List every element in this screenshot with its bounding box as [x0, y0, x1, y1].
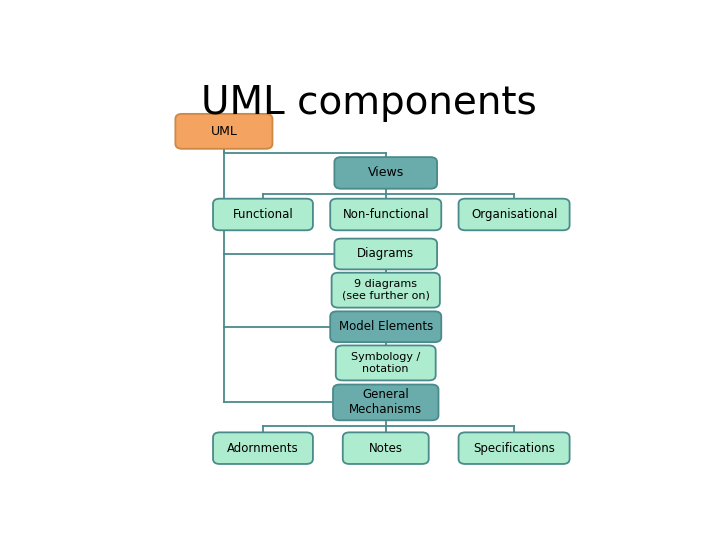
Text: UML components: UML components [201, 84, 537, 122]
FancyBboxPatch shape [336, 346, 436, 380]
FancyBboxPatch shape [333, 384, 438, 420]
Text: Non-functional: Non-functional [343, 208, 429, 221]
Text: Symbology /
notation: Symbology / notation [351, 352, 420, 374]
Text: 9 diagrams
(see further on): 9 diagrams (see further on) [342, 279, 430, 301]
Text: Specifications: Specifications [473, 442, 555, 455]
FancyBboxPatch shape [334, 239, 437, 269]
FancyBboxPatch shape [459, 199, 570, 230]
Text: Views: Views [368, 166, 404, 179]
Text: UML: UML [210, 125, 238, 138]
FancyBboxPatch shape [213, 199, 313, 230]
FancyBboxPatch shape [334, 157, 437, 188]
Text: General
Mechanisms: General Mechanisms [349, 388, 423, 416]
Text: Notes: Notes [369, 442, 402, 455]
Text: Functional: Functional [233, 208, 293, 221]
FancyBboxPatch shape [330, 199, 441, 230]
FancyBboxPatch shape [213, 433, 313, 464]
FancyBboxPatch shape [459, 433, 570, 464]
Text: Organisational: Organisational [471, 208, 557, 221]
FancyBboxPatch shape [332, 273, 440, 308]
Text: Diagrams: Diagrams [357, 247, 414, 260]
FancyBboxPatch shape [176, 114, 272, 149]
FancyBboxPatch shape [343, 433, 428, 464]
Text: Model Elements: Model Elements [338, 320, 433, 333]
Text: Adornments: Adornments [227, 442, 299, 455]
FancyBboxPatch shape [330, 312, 441, 342]
